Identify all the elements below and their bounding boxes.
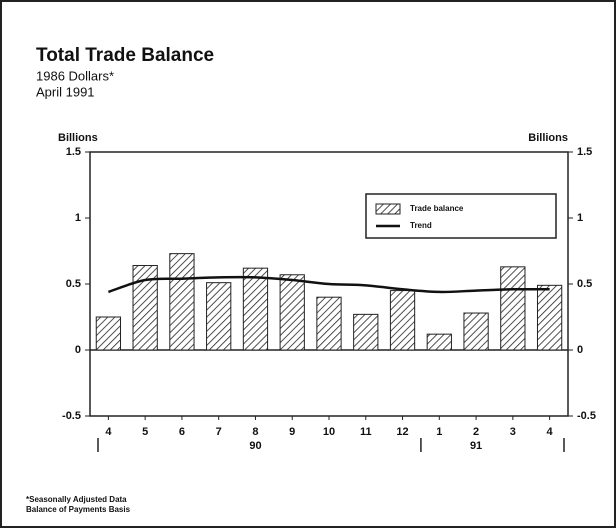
year-label: 90 bbox=[249, 440, 261, 452]
x-tick-label: 9 bbox=[289, 426, 295, 438]
y-tick-label: -0.5 bbox=[62, 410, 81, 422]
y2-axis-label: Billions bbox=[528, 132, 568, 144]
footnote: *Seasonally Adjusted Data bbox=[26, 495, 127, 504]
y-tick-label: 0 bbox=[75, 344, 81, 356]
x-tick-label: 4 bbox=[105, 426, 112, 438]
bar bbox=[242, 267, 269, 351]
x-tick-label: 3 bbox=[510, 426, 516, 438]
x-tick-label: 2 bbox=[473, 426, 479, 438]
y2-tick-label: 1 bbox=[577, 212, 583, 224]
subtitle: April 1991 bbox=[36, 84, 95, 99]
legend-swatch bbox=[375, 203, 401, 215]
chart-title: Total Trade Balance bbox=[36, 45, 214, 66]
bar bbox=[316, 296, 342, 351]
trend-line bbox=[107, 275, 550, 294]
x-tick-label: 1 bbox=[436, 426, 442, 438]
x-tick-label: 6 bbox=[179, 426, 185, 438]
y-tick-label: 0.5 bbox=[66, 278, 81, 290]
y2-tick-label: 1.5 bbox=[577, 146, 592, 158]
bar bbox=[206, 282, 232, 351]
bar bbox=[169, 253, 195, 351]
bar bbox=[426, 333, 452, 351]
bar bbox=[389, 290, 416, 351]
y2-tick-label: 0 bbox=[577, 344, 583, 356]
y-tick-label: 1.5 bbox=[66, 146, 81, 158]
bar bbox=[353, 313, 379, 351]
x-tick-label: 5 bbox=[142, 426, 148, 438]
x-tick-label: 10 bbox=[323, 426, 335, 438]
bar bbox=[536, 284, 563, 351]
y2-tick-label: -0.5 bbox=[577, 410, 596, 422]
y-axis-label: Billions bbox=[58, 132, 98, 144]
x-tick-label: 7 bbox=[216, 426, 222, 438]
y2-tick-label: 0.5 bbox=[577, 278, 592, 290]
bar bbox=[279, 274, 305, 351]
x-tick-label: 11 bbox=[360, 426, 372, 438]
bar bbox=[95, 316, 122, 351]
y-tick-label: 1 bbox=[75, 212, 81, 224]
x-tick-label: 12 bbox=[396, 426, 408, 438]
legend-box bbox=[365, 193, 557, 239]
legend-label: Trade balance bbox=[410, 204, 464, 213]
x-tick-label: 8 bbox=[252, 426, 258, 438]
bar bbox=[463, 312, 489, 351]
footnote: Balance of Payments Basis bbox=[26, 505, 131, 514]
legend-label: Trend bbox=[410, 221, 432, 230]
x-tick-label: 4 bbox=[547, 426, 554, 438]
year-label: 91 bbox=[470, 440, 482, 452]
subtitle: 1986 Dollars* bbox=[36, 68, 114, 83]
bar bbox=[500, 266, 526, 351]
